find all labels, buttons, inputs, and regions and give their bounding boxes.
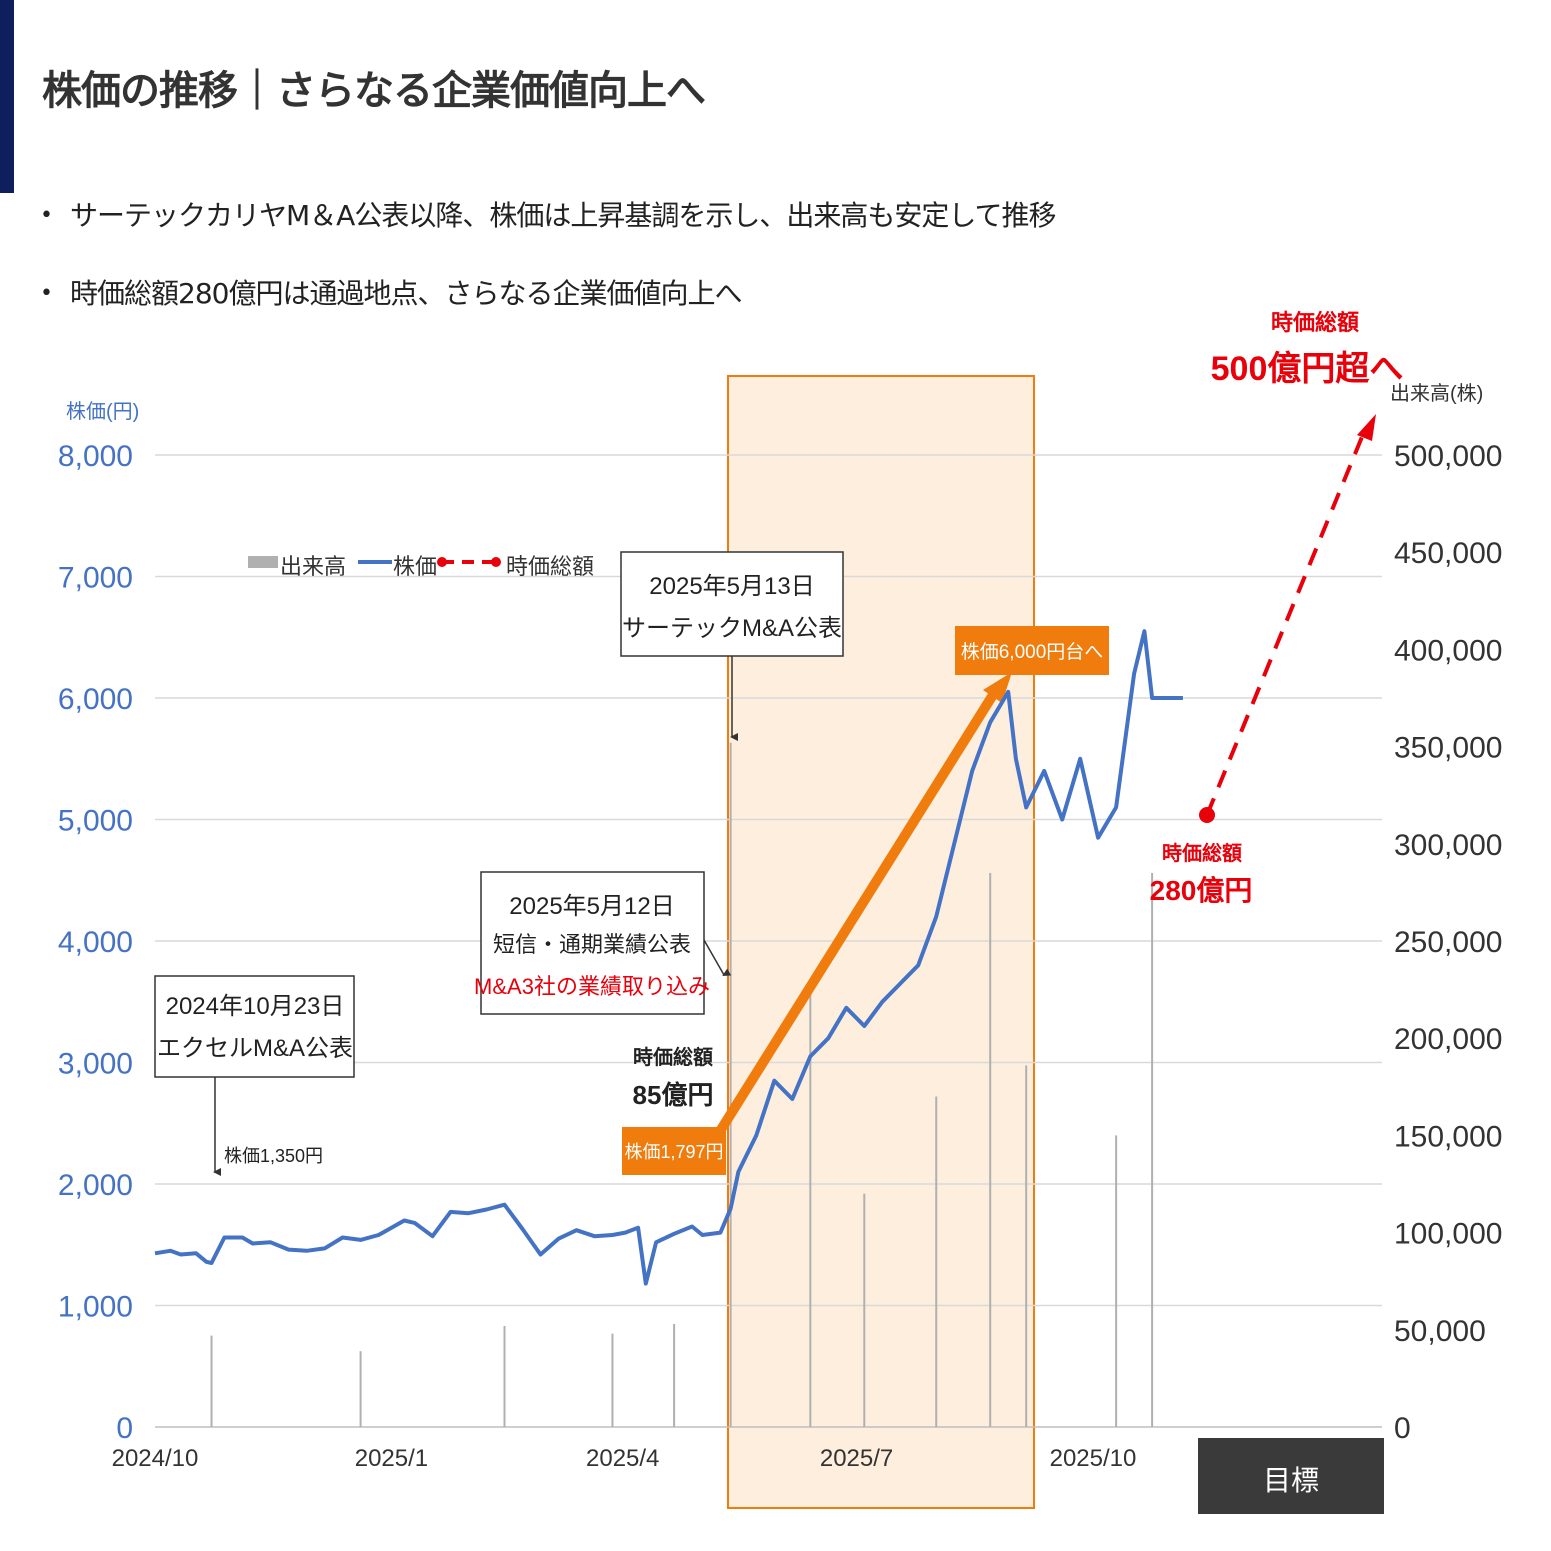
x-tick: 2025/4: [586, 1445, 659, 1472]
y-left-tick: 8,000: [58, 440, 133, 473]
event-text: エクセルM&A公表: [157, 1035, 353, 1062]
y-left-tick: 0: [116, 1412, 133, 1445]
highlight-period: [727, 375, 1035, 1509]
mcap-85-value: 85億円: [633, 1080, 714, 1110]
event-box: [620, 551, 844, 657]
legend-mcap: 時価総額: [506, 554, 594, 579]
mcap-projection: [1199, 414, 1376, 823]
legend: 出来高 株価 時価総額: [248, 554, 594, 579]
event-text: 短信・通期業績公表: [493, 932, 691, 957]
y-right-tick: 50,000: [1394, 1315, 1486, 1348]
y-right-tick: 400,000: [1394, 634, 1502, 667]
legend-volume-swatch: [248, 556, 278, 568]
event-date: 2025年5月13日: [649, 573, 814, 600]
y-right-tick: 350,000: [1394, 732, 1502, 765]
target-label: 目標: [1263, 1465, 1319, 1496]
mcap-280-value: 280億円: [1150, 875, 1253, 906]
y-axis-right: 0 50,000 100,000 150,000 200,000 250,000 300,0…: [1394, 440, 1502, 1445]
y-right-tick: 200,000: [1394, 1023, 1502, 1056]
volume-bar: [359, 1351, 362, 1427]
y-right-tick: 250,000: [1394, 926, 1502, 959]
legend-mcap-dot: [491, 557, 501, 567]
legend-volume: 出来高: [280, 554, 346, 579]
event-callout: 2025年5月13日 サーテックM&A公表: [620, 551, 844, 741]
volume-bar: [729, 742, 732, 1427]
event-arrow: [703, 939, 732, 976]
y-right-tick: 300,000: [1394, 829, 1502, 862]
event-callout: 2024年10月23日 エクセルM&A公表 株価1,350円: [154, 975, 355, 1176]
price-target-label: 株価6,000円台へ: [961, 641, 1104, 663]
volume-bar: [989, 872, 992, 1427]
y-left-tick: 3,000: [58, 1048, 133, 1081]
y-right-tick: 0: [1394, 1412, 1411, 1445]
volume-bar: [611, 1333, 614, 1427]
mcap-85-label: 時価総額: [633, 1045, 713, 1069]
mcap-500-value: 500億円超へ: [1211, 350, 1404, 388]
mcap-projection-arrowhead: [1357, 414, 1376, 441]
x-tick: 2024/10: [112, 1445, 199, 1472]
volume-bar: [1151, 872, 1154, 1427]
y-left-tick: 1,000: [58, 1291, 133, 1324]
y-right-tick: 500,000: [1394, 440, 1502, 473]
mcap-280-label: 時価総額: [1162, 841, 1242, 865]
price-start-badge: [622, 1127, 726, 1175]
volume-bar: [503, 1325, 506, 1427]
target-box: [1198, 1438, 1384, 1514]
bullet-item: 時価総額280億円は通過地点、さらなる企業価値向上へ: [40, 274, 1055, 314]
y-right-tick: 100,000: [1394, 1218, 1502, 1251]
volume-bar: [935, 1096, 938, 1427]
y-right-label: 出来高(株): [1390, 382, 1483, 405]
mcap-280-dot: [1199, 807, 1215, 823]
volume-bar: [673, 1323, 676, 1427]
legend-mcap-dot: [437, 557, 447, 567]
trend-arrow: [712, 672, 1012, 1139]
y-left-tick: 2,000: [58, 1169, 133, 1202]
trend-arrow-line: [712, 687, 1001, 1139]
volume-bar: [809, 979, 812, 1427]
x-tick: 2025/7: [820, 1445, 893, 1472]
event-highlight-text: M&A3社の業績取り込み: [474, 974, 710, 999]
volume-bar: [1115, 1135, 1118, 1427]
bullet-list: サーテックカリヤM＆A公表以降、株価は上昇基調を示し、出来高も安定して推移 時価…: [40, 196, 1056, 352]
volume-bars: [210, 742, 1154, 1427]
event-date: 2025年5月12日: [509, 893, 674, 920]
y-left-tick: 4,000: [58, 926, 133, 959]
event-box: [480, 871, 705, 1015]
price-line: [154, 629, 1183, 1286]
page-title: 株価の推移｜さらなる企業価値向上へ: [42, 68, 706, 114]
legend-price: 株価: [393, 554, 437, 579]
price-target-badge: [955, 626, 1109, 675]
y-axis-left: 0 1,000 2,000 3,000 4,000 5,000 6,000 7,000 8,00…: [58, 440, 133, 1445]
x-axis: 2024/10 2025/1 2025/4 2025/7 2025/10: [112, 1445, 1137, 1472]
event-text: サーテックM&A公表: [622, 615, 842, 642]
event-callout: 2025年5月12日 短信・通期業績公表 M&A3社の業績取り込み: [474, 871, 732, 1015]
volume-bar: [1025, 1065, 1028, 1427]
accent-bar: [0, 0, 14, 193]
mcap-projection-line: [1205, 431, 1366, 816]
bullet-item: サーテックカリヤM＆A公表以降、株価は上昇基調を示し、出来高も安定して推移: [40, 196, 1056, 236]
y-right-tick: 450,000: [1394, 537, 1502, 570]
y-left-tick: 6,000: [58, 683, 133, 716]
price-start-label: 株価1,797円: [624, 1142, 723, 1162]
event-price: 株価1,350円: [224, 1146, 323, 1166]
volume-bar: [863, 1193, 866, 1427]
trend-arrow-head: [983, 672, 1012, 703]
y-left-label: 株価(円): [66, 400, 139, 423]
x-tick: 2025/10: [1050, 1445, 1137, 1472]
y-right-tick: 150,000: [1394, 1120, 1502, 1153]
event-box: [154, 975, 355, 1078]
event-date: 2024年10月23日: [166, 993, 345, 1020]
y-left-tick: 5,000: [58, 805, 133, 838]
volume-bar: [210, 1335, 213, 1427]
y-left-tick: 7,000: [58, 562, 133, 595]
mcap-500-label: 時価総額: [1271, 310, 1359, 335]
x-tick: 2025/1: [355, 1445, 428, 1472]
